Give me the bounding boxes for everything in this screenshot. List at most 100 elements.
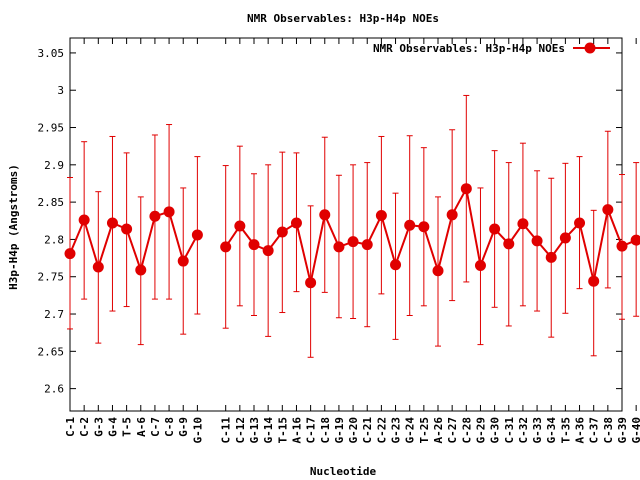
x-tick-label: C-12 — [234, 417, 247, 444]
y-tick-label: 2.95 — [38, 122, 65, 135]
data-point — [545, 251, 557, 263]
x-tick-label: G-9 — [177, 417, 190, 437]
data-point — [177, 255, 189, 267]
y-tick-label: 2.7 — [44, 308, 64, 321]
data-point — [347, 236, 359, 248]
y-axis-label: H3p-H4p (Angstroms) — [7, 164, 20, 290]
x-tick-label: T-25 — [418, 417, 431, 444]
x-tick-label: G-24 — [404, 417, 417, 444]
data-point — [531, 235, 543, 247]
data-point — [276, 226, 288, 238]
x-tick-label: G-10 — [191, 417, 204, 444]
data-point — [361, 239, 373, 251]
y-tick-label: 2.8 — [44, 233, 64, 246]
legend-label: NMR Observables: H3p-H4p NOEs — [373, 42, 565, 55]
x-tick-label: G-29 — [474, 417, 487, 444]
x-tick-label: T-5 — [121, 417, 134, 437]
x-tick-label: G-3 — [92, 417, 105, 437]
data-point — [588, 275, 600, 287]
data-point — [64, 248, 76, 260]
data-point — [602, 204, 614, 216]
x-tick-label: C-28 — [460, 417, 473, 444]
data-point — [418, 221, 430, 233]
x-tick-label: C-22 — [375, 417, 388, 444]
data-point — [446, 209, 458, 221]
x-tick-label: A-36 — [574, 417, 587, 444]
data-point — [305, 277, 317, 289]
y-tick-label: 3 — [57, 84, 64, 97]
series-line — [69, 210, 199, 274]
data-point — [333, 241, 345, 253]
x-tick-label: G-33 — [531, 417, 544, 444]
x-tick-label: G-40 — [630, 417, 640, 444]
data-point — [616, 240, 628, 252]
x-tick-label: G-19 — [333, 417, 346, 444]
chart-title: NMR Observables: H3p-H4p NOEs — [247, 12, 439, 25]
data-point — [574, 217, 586, 229]
data-point — [106, 217, 118, 229]
x-tick-label: C-38 — [602, 417, 615, 444]
y-tick-label: 2.65 — [38, 345, 65, 358]
x-tick-label: C-11 — [220, 417, 233, 444]
data-point — [78, 214, 90, 226]
x-axis-label: Nucleotide — [310, 465, 377, 478]
x-tick-label: G-20 — [347, 417, 360, 444]
x-tick-label: G-34 — [545, 417, 558, 444]
data-point — [404, 219, 416, 231]
x-tick-label: C-1 — [64, 417, 77, 437]
data-point — [319, 209, 331, 221]
data-point — [290, 217, 302, 229]
y-tick-label: 2.85 — [38, 196, 65, 209]
data-point — [220, 241, 232, 253]
data-point — [234, 220, 246, 232]
x-tick-label: T-35 — [559, 417, 572, 444]
x-tick-label: G-4 — [106, 417, 119, 437]
data-point — [432, 265, 444, 277]
legend: NMR Observables: H3p-H4p NOEs — [373, 42, 610, 55]
data-point — [375, 210, 387, 222]
x-tick-label: G-13 — [248, 417, 261, 444]
data-point — [121, 223, 133, 235]
data-point — [474, 260, 486, 272]
data-point — [517, 218, 529, 230]
x-tick-label: G-23 — [390, 417, 403, 444]
y-tick-label: 2.9 — [44, 159, 64, 172]
x-tick-label: G-39 — [616, 417, 629, 444]
data-point — [630, 234, 640, 246]
y-tick-label: 2.6 — [44, 383, 64, 396]
data-point — [262, 245, 274, 257]
y-axis-ticks: 3.05 3 2.95 2.9 2.85 2.8 2.75 2.7 2.65 2.6 — [38, 47, 622, 396]
plot-area — [64, 94, 640, 358]
data-point — [390, 259, 402, 271]
data-point — [135, 264, 147, 276]
y-tick-label: 2.75 — [38, 271, 65, 284]
x-tick-label: C-31 — [503, 417, 516, 444]
data-point — [92, 261, 104, 273]
x-tick-label: C-32 — [517, 417, 530, 444]
x-axis-ticks: C-1 C-2 G-3 G-4 T-5 A-6 C-7 C-8 G-9 G-10 C-11 C-12 G… — [64, 38, 640, 444]
series-line — [224, 185, 637, 283]
data-point — [503, 238, 515, 250]
x-tick-label: C-17 — [305, 417, 318, 444]
data-point — [460, 183, 472, 195]
x-tick-label: C-8 — [163, 417, 176, 437]
x-tick-label: G-14 — [262, 417, 275, 444]
y-tick-label: 3.05 — [38, 47, 65, 60]
data-point — [559, 232, 571, 244]
x-tick-label: C-7 — [149, 417, 162, 437]
x-tick-label: C-18 — [319, 417, 332, 444]
x-tick-label: A-6 — [135, 417, 148, 437]
legend-marker — [584, 42, 596, 54]
x-tick-label: G-30 — [489, 417, 502, 444]
x-tick-label: A-26 — [432, 417, 445, 444]
x-tick-label: C-21 — [361, 417, 374, 444]
x-tick-label: A-16 — [290, 417, 303, 444]
data-point — [248, 239, 260, 251]
x-tick-label: C-27 — [446, 417, 459, 444]
x-tick-label: C-2 — [78, 417, 91, 437]
data-point — [191, 229, 203, 241]
x-tick-label: T-15 — [276, 417, 289, 444]
data-point — [149, 210, 161, 222]
data-point — [489, 223, 501, 235]
